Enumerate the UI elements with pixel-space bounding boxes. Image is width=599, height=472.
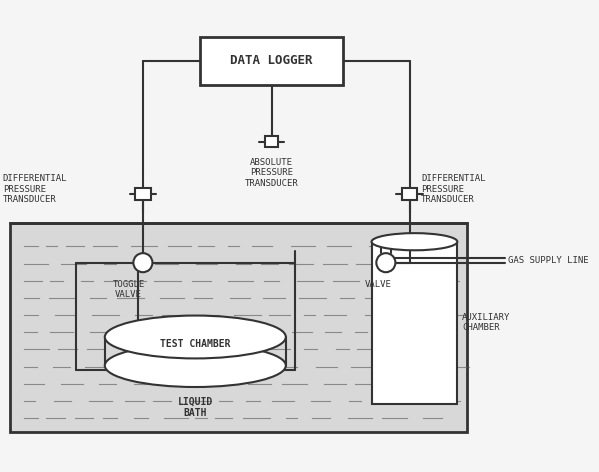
Text: DIFFERENTIAL
PRESSURE
TRANSDUCER: DIFFERENTIAL PRESSURE TRANSDUCER — [3, 175, 67, 204]
Text: GAS SUPPLY LINE: GAS SUPPLY LINE — [508, 256, 588, 265]
Text: AUXILIARY
CHAMBER: AUXILIARY CHAMBER — [462, 313, 510, 332]
Text: TOGGLE
VALVE: TOGGLE VALVE — [113, 280, 145, 299]
Ellipse shape — [105, 316, 286, 358]
Bar — [371, 242, 457, 404]
Text: TEST CHAMBER: TEST CHAMBER — [160, 338, 231, 349]
Ellipse shape — [105, 344, 286, 387]
Text: LIQUID
BATH: LIQUID BATH — [178, 396, 213, 418]
Circle shape — [376, 253, 395, 272]
Ellipse shape — [371, 233, 457, 250]
Bar — [402, 188, 418, 200]
Text: DATA LOGGER: DATA LOGGER — [230, 54, 313, 67]
Text: VALVE: VALVE — [365, 280, 392, 289]
Bar — [200, 37, 343, 84]
Bar — [265, 136, 278, 147]
Text: DIFFERENTIAL
PRESSURE
TRANSDUCER: DIFFERENTIAL PRESSURE TRANSDUCER — [421, 175, 486, 204]
Text: ABSOLUTE
PRESSURE
TRANSDUCER: ABSOLUTE PRESSURE TRANSDUCER — [244, 158, 298, 188]
Circle shape — [134, 253, 152, 272]
Bar — [10, 223, 467, 432]
Bar — [135, 188, 150, 200]
